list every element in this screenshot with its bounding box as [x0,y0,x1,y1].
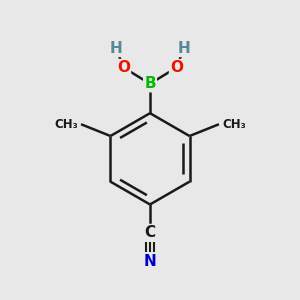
Text: N: N [144,254,156,269]
Text: C: C [144,225,156,240]
Text: CH₃: CH₃ [54,118,78,131]
Text: H: H [178,41,190,56]
Text: CH₃: CH₃ [222,118,246,131]
Text: O: O [117,60,130,75]
Text: B: B [144,76,156,91]
Text: O: O [170,60,183,75]
Text: H: H [110,41,122,56]
